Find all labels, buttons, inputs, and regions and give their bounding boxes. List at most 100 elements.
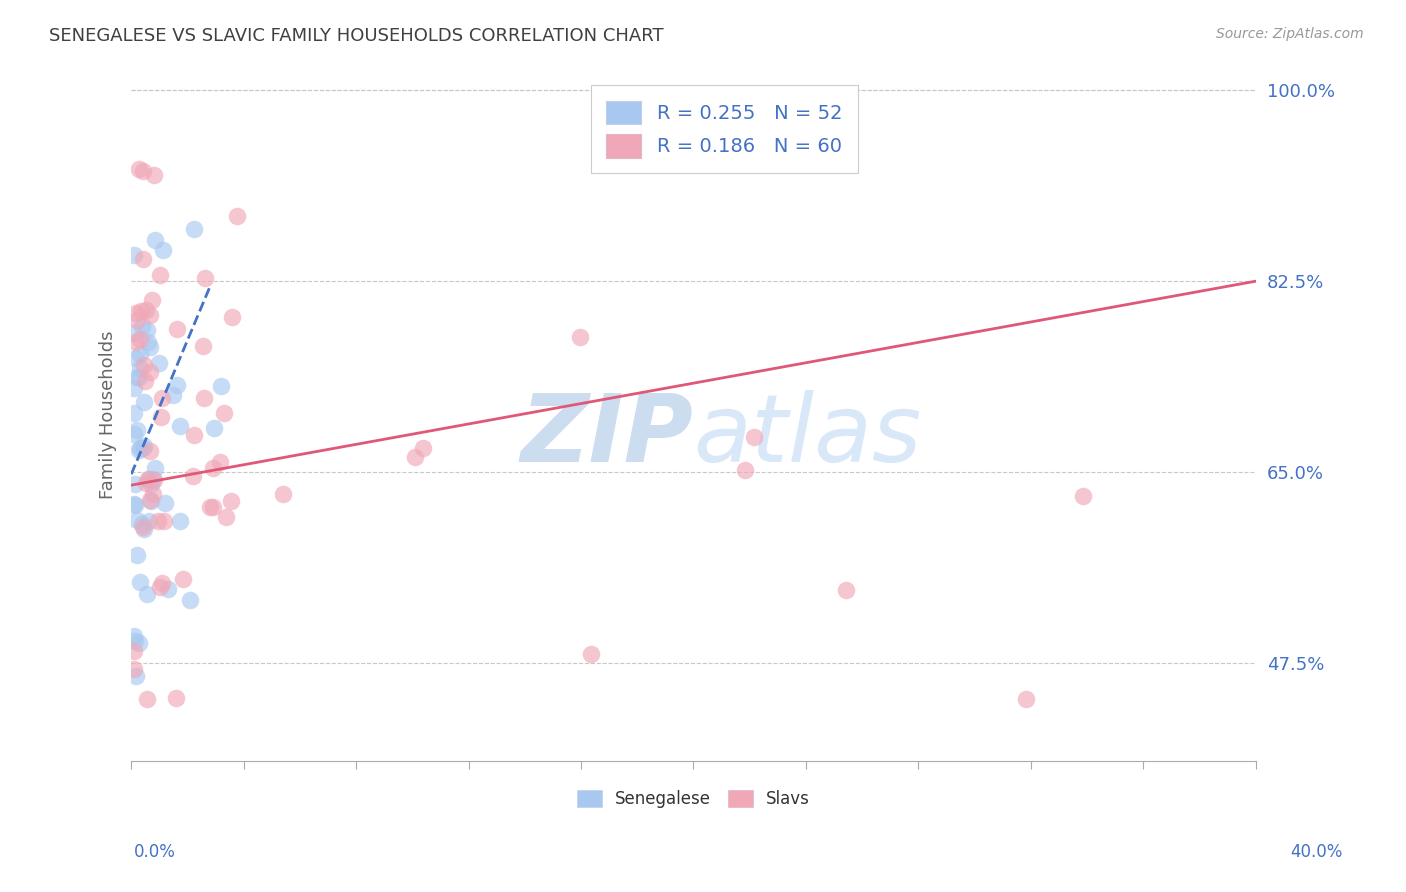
Point	[131, 516, 153, 531]
Point	[153, 514, 176, 528]
Point	[143, 234, 166, 248]
Point	[215, 510, 238, 524]
Point	[201, 461, 224, 475]
Point	[169, 515, 191, 529]
Point	[149, 409, 172, 424]
Point	[136, 586, 159, 600]
Point	[132, 522, 155, 536]
Point	[143, 474, 166, 488]
Point	[143, 461, 166, 475]
Point	[142, 487, 165, 501]
Point	[122, 629, 145, 643]
Point	[124, 497, 146, 511]
Point	[136, 692, 159, 706]
Point	[209, 455, 232, 469]
Point	[122, 381, 145, 395]
Point	[149, 580, 172, 594]
Point	[165, 690, 187, 705]
Point	[271, 487, 294, 501]
Point	[202, 421, 225, 435]
Point	[193, 391, 215, 405]
Point	[124, 644, 146, 658]
Point	[191, 339, 214, 353]
Point	[221, 493, 243, 508]
Point	[146, 514, 169, 528]
Text: SENEGALESE VS SLAVIC FAMILY HOUSEHOLDS CORRELATION CHART: SENEGALESE VS SLAVIC FAMILY HOUSEHOLDS C…	[49, 27, 664, 45]
Point	[128, 636, 150, 650]
Point	[127, 370, 149, 384]
Point	[569, 330, 592, 344]
Point	[142, 168, 165, 182]
Point	[139, 444, 162, 458]
Point	[125, 351, 148, 366]
Point	[129, 347, 152, 361]
Point	[183, 222, 205, 236]
Point	[221, 310, 243, 325]
Point	[134, 439, 156, 453]
Legend: Senegalese, Slavs: Senegalese, Slavs	[571, 783, 817, 815]
Point	[127, 513, 149, 527]
Point	[135, 302, 157, 317]
Point	[132, 252, 155, 267]
Point	[124, 498, 146, 512]
Point	[181, 468, 204, 483]
Point	[127, 548, 149, 562]
Point	[125, 423, 148, 437]
Point	[172, 572, 194, 586]
Point	[138, 365, 160, 379]
Point	[166, 378, 188, 392]
Point	[183, 428, 205, 442]
Point	[129, 304, 152, 318]
Point	[157, 582, 180, 597]
Point	[128, 442, 150, 457]
Point	[138, 340, 160, 354]
Point	[150, 576, 173, 591]
Point	[162, 388, 184, 402]
Point	[153, 496, 176, 510]
Point	[212, 406, 235, 420]
Point	[579, 647, 602, 661]
Point	[404, 450, 426, 464]
Point	[124, 477, 146, 491]
Point	[138, 308, 160, 322]
Text: atlas: atlas	[693, 390, 922, 481]
Point	[136, 323, 159, 337]
Point	[122, 406, 145, 420]
Point	[834, 582, 856, 597]
Point	[194, 271, 217, 285]
Point	[134, 394, 156, 409]
Point	[148, 356, 170, 370]
Text: 40.0%: 40.0%	[1291, 843, 1343, 861]
Point	[124, 662, 146, 676]
Point	[139, 493, 162, 508]
Point	[139, 493, 162, 508]
Point	[128, 441, 150, 455]
Point	[131, 319, 153, 334]
Point	[129, 574, 152, 589]
Point	[128, 370, 150, 384]
Point	[122, 248, 145, 262]
Y-axis label: Family Households: Family Households	[100, 331, 117, 499]
Point	[122, 326, 145, 340]
Point	[136, 472, 159, 486]
Point	[166, 322, 188, 336]
Point	[134, 359, 156, 373]
Point	[136, 334, 159, 349]
Point	[125, 669, 148, 683]
Point	[150, 391, 173, 405]
Point	[135, 476, 157, 491]
Point	[225, 209, 247, 223]
Text: ZIP: ZIP	[520, 390, 693, 482]
Point	[152, 243, 174, 257]
Point	[129, 360, 152, 375]
Point	[128, 332, 150, 346]
Point	[200, 500, 222, 514]
Point	[132, 164, 155, 178]
Point	[832, 136, 855, 151]
Point	[128, 161, 150, 176]
Point	[142, 471, 165, 485]
Point	[139, 477, 162, 491]
Point	[1071, 489, 1094, 503]
Point	[201, 500, 224, 514]
Point	[141, 293, 163, 307]
